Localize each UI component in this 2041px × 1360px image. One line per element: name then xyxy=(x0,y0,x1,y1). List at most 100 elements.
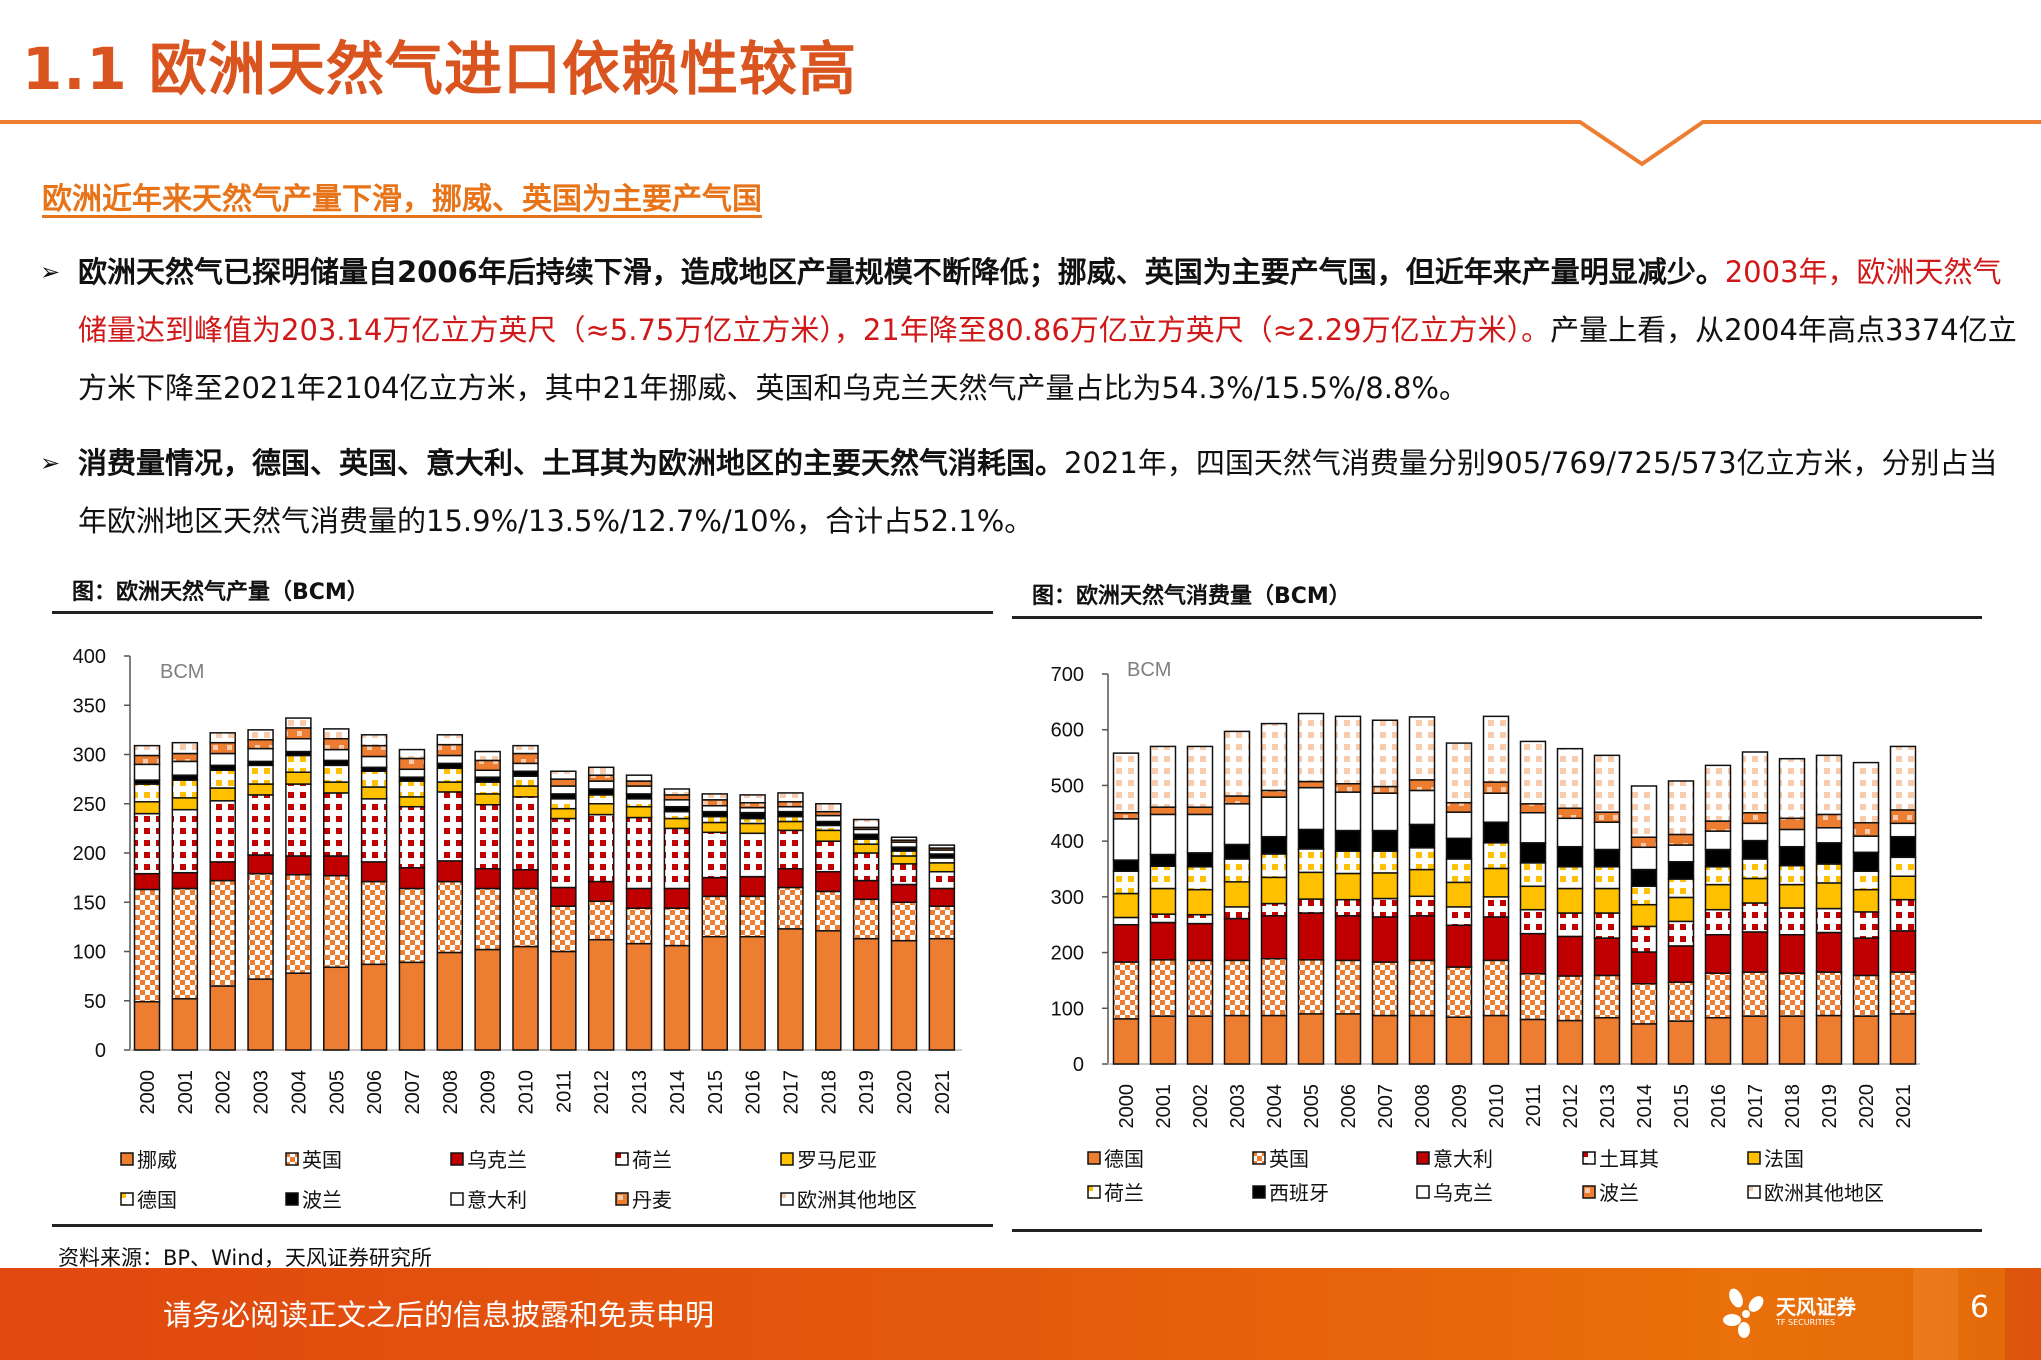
x-tick-label: 2007 xyxy=(402,1070,424,1115)
bar-segment-挪威 xyxy=(852,937,880,1051)
x-tick-label: 2006 xyxy=(364,1070,386,1115)
legend-swatch-icon xyxy=(1087,1150,1101,1165)
y-tick-label: 300 xyxy=(73,745,106,767)
bar-2020 xyxy=(890,836,918,1051)
legend-swatch-icon xyxy=(1252,1150,1266,1165)
legend-item: 欧洲其他地区 xyxy=(780,1184,917,1213)
bar-segment-德国 xyxy=(663,810,691,820)
legend-item: 罗马尼亚 xyxy=(780,1144,877,1173)
legend-label: 波兰 xyxy=(1599,1181,1639,1205)
bar-segment-欧洲其他地区 xyxy=(701,793,728,801)
page-number: 6 xyxy=(1970,1290,1990,1325)
bar-segment-英国 xyxy=(890,901,918,942)
legend-item: 意大利 xyxy=(1416,1143,1493,1172)
bar-segment-法国 xyxy=(1556,887,1584,914)
bar-segment-荷兰 xyxy=(285,783,312,857)
bar-segment-欧洲其他地区 xyxy=(171,741,199,755)
bar-segment-英国 xyxy=(1334,959,1362,1015)
bar-segment-波兰 xyxy=(1593,811,1621,823)
legend-item: 德国 xyxy=(120,1184,177,1213)
bar-segment-法国 xyxy=(1408,868,1436,898)
bar-segment-乌克兰 xyxy=(1297,786,1325,831)
bar-segment-欧洲其他地区 xyxy=(474,750,501,762)
bar-segment-法国 xyxy=(1482,867,1510,898)
bar-segment-乌克兰 xyxy=(663,887,691,909)
bar-segment-挪威 xyxy=(890,939,918,1051)
bar-segment-荷兰 xyxy=(1371,850,1399,874)
bar-segment-荷兰 xyxy=(852,852,880,882)
bar-segment-欧洲其他地区 xyxy=(1297,712,1325,783)
bar-segment-意大利 xyxy=(625,785,653,795)
legend-label: 罗马尼亚 xyxy=(797,1148,877,1172)
bar-segment-西班牙 xyxy=(1889,835,1917,859)
x-tick-label: 2007 xyxy=(1375,1084,1397,1129)
bar-segment-西班牙 xyxy=(1260,835,1288,855)
bar-segment-荷兰 xyxy=(474,803,501,870)
bar-segment-意大利 xyxy=(1149,921,1177,961)
bar-2003 xyxy=(247,729,274,1051)
bar-segment-意大利 xyxy=(323,748,350,762)
bar-segment-波兰 xyxy=(1186,806,1214,816)
x-tick-label: 2021 xyxy=(932,1070,954,1115)
legend-swatch-icon xyxy=(615,1191,629,1206)
bar-segment-乌克兰 xyxy=(1778,828,1806,848)
legend-item: 意大利 xyxy=(450,1184,527,1213)
bar-segment-丹麦 xyxy=(701,799,728,807)
bar-2000 xyxy=(1112,752,1140,1065)
bar-segment-德国 xyxy=(171,779,199,799)
bar-segment-罗马尼亚 xyxy=(360,786,388,800)
bar-segment-欧洲其他地区 xyxy=(209,732,236,744)
x-tick-label: 2004 xyxy=(288,1070,310,1115)
bar-segment-荷兰 xyxy=(1260,853,1288,879)
y-tick-label: 0 xyxy=(1073,1054,1084,1076)
x-tick-label: 2017 xyxy=(1745,1084,1767,1129)
section-subtitle: 欧洲近年来天然气产量下滑，挪威、英国为主要产气国 xyxy=(42,182,762,217)
bar-segment-英国 xyxy=(1223,959,1251,1017)
bar-2016 xyxy=(1704,764,1732,1065)
bar-segment-乌克兰 xyxy=(209,861,236,882)
bar-segment-欧洲其他地区 xyxy=(1778,757,1806,820)
bar-segment-欧洲其他地区 xyxy=(1852,761,1880,824)
x-tick-label: 2002 xyxy=(213,1070,235,1115)
bar-segment-挪威 xyxy=(701,935,728,1051)
bar-segment-欧洲其他地区 xyxy=(1889,745,1917,811)
y-tick-label: 350 xyxy=(73,695,106,717)
x-tick-label: 2013 xyxy=(629,1070,651,1115)
bar-segment-波兰 xyxy=(1630,836,1658,849)
legend-swatch-icon xyxy=(1416,1184,1430,1199)
bar-segment-罗马尼亚 xyxy=(323,781,350,794)
bar-segment-英国 xyxy=(1889,971,1917,1015)
bar-segment-意大利 xyxy=(1297,912,1325,961)
bullet-bold-text: 消费量情况，德国、英国、意大利、土耳其为欧洲地区的主要天然气消耗国。 xyxy=(78,446,1065,480)
y-tick-label: 50 xyxy=(84,991,106,1013)
unit-label: BCM xyxy=(1127,659,1171,681)
bar-segment-挪威 xyxy=(625,942,653,1051)
bar-segment-乌克兰 xyxy=(587,880,615,903)
legend-item: 欧洲其他地区 xyxy=(1747,1177,1884,1206)
bar-segment-西班牙 xyxy=(1630,868,1658,888)
bar-segment-丹麦 xyxy=(587,774,615,782)
bar-segment-欧洲其他地区 xyxy=(739,794,766,804)
bar-segment-法国 xyxy=(1297,871,1325,900)
bar-segment-英国 xyxy=(247,872,274,980)
bar-segment-法国 xyxy=(1371,872,1399,900)
bar-2004 xyxy=(285,717,312,1051)
bar-segment-乌克兰 xyxy=(890,883,918,904)
legend-label: 荷兰 xyxy=(632,1148,672,1172)
bar-segment-欧洲其他地区 xyxy=(1704,764,1732,822)
bar-segment-法国 xyxy=(1186,888,1214,916)
bar-segment-欧洲其他地区 xyxy=(1482,715,1510,783)
bar-segment-德国 xyxy=(1149,1015,1177,1065)
bar-segment-欧洲其他地区 xyxy=(1112,752,1140,814)
legend-label: 欧洲其他地区 xyxy=(1764,1181,1884,1205)
bar-segment-土耳其 xyxy=(1667,920,1695,947)
bar-2019 xyxy=(1815,754,1843,1065)
legend-item: 德国 xyxy=(1087,1143,1144,1172)
flower-logo-icon xyxy=(1723,1288,1764,1338)
bullet-highlight-text: 2003年，欧洲天然气储量达到峰值为203.14万亿立方英尺（≈5.75万亿立方… xyxy=(78,255,2002,347)
y-tick-label: 400 xyxy=(1051,831,1084,853)
bar-2012 xyxy=(1556,747,1584,1065)
bar-segment-英国 xyxy=(1297,959,1325,1015)
x-tick-label: 2018 xyxy=(818,1070,840,1115)
bar-segment-罗马尼亚 xyxy=(890,855,918,865)
